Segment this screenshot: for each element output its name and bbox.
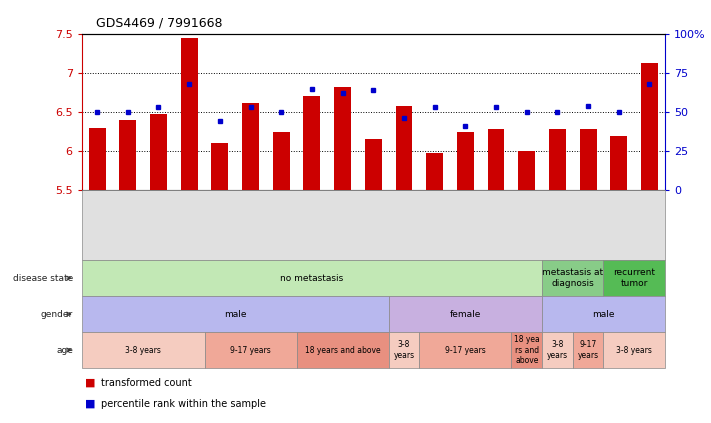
Text: GDS4469 / 7991668: GDS4469 / 7991668 [96, 16, 223, 30]
Bar [641, 63, 658, 190]
Bar [150, 114, 167, 190]
Bar [395, 106, 412, 190]
Bar [518, 151, 535, 190]
Text: recurrent
tumor: recurrent tumor [613, 269, 655, 288]
Bar [365, 140, 382, 190]
Text: metastasis at
diagnosis: metastasis at diagnosis [542, 269, 604, 288]
Text: ■: ■ [85, 378, 96, 388]
Bar [488, 129, 505, 190]
Text: 3-8 years: 3-8 years [616, 346, 652, 354]
Bar [89, 128, 105, 190]
Text: 9-17 years: 9-17 years [445, 346, 486, 354]
Bar [181, 38, 198, 190]
Text: 3-8
years: 3-8 years [547, 341, 568, 360]
Text: male: male [224, 310, 247, 319]
Bar [610, 135, 627, 190]
Bar [211, 143, 228, 190]
Text: female: female [449, 310, 481, 319]
Text: gender: gender [41, 310, 73, 319]
Bar [334, 87, 351, 190]
Bar [579, 129, 597, 190]
Bar [273, 132, 289, 190]
Text: 18 yea
rs and
above: 18 yea rs and above [514, 335, 540, 365]
Bar [426, 153, 443, 190]
Text: 3-8 years: 3-8 years [125, 346, 161, 354]
Text: percentile rank within the sample: percentile rank within the sample [101, 399, 266, 409]
Text: transformed count: transformed count [101, 378, 192, 388]
Bar [457, 132, 474, 190]
Text: 9-17
years: 9-17 years [577, 341, 599, 360]
Text: 9-17 years: 9-17 years [230, 346, 271, 354]
Bar [119, 120, 137, 190]
Text: ■: ■ [85, 399, 96, 409]
Bar [242, 103, 259, 190]
Text: disease state: disease state [13, 274, 73, 283]
Text: age: age [56, 346, 73, 354]
Bar [549, 129, 566, 190]
Bar [304, 96, 321, 190]
Text: 18 years and above: 18 years and above [305, 346, 380, 354]
Text: male: male [592, 310, 615, 319]
Text: 3-8
years: 3-8 years [393, 341, 415, 360]
Text: no metastasis: no metastasis [280, 274, 343, 283]
